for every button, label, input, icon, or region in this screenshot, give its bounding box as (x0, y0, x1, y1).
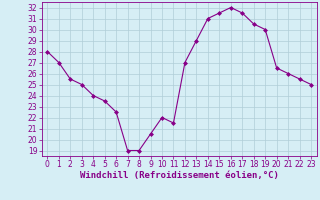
X-axis label: Windchill (Refroidissement éolien,°C): Windchill (Refroidissement éolien,°C) (80, 171, 279, 180)
